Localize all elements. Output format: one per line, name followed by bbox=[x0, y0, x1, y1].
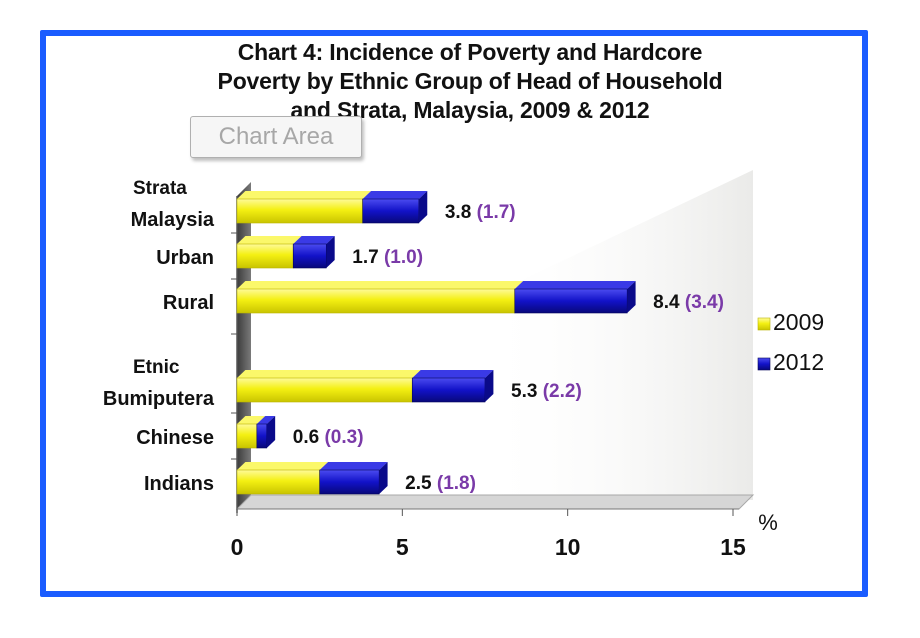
bar-2012-3 bbox=[411, 377, 486, 403]
plot-background-fade bbox=[480, 170, 753, 500]
bar-2012-end-4 bbox=[266, 416, 276, 448]
data-label-3: 5.3 (2.2) bbox=[511, 381, 582, 402]
data-label-2012-3: (2.2) bbox=[543, 381, 582, 402]
data-label-5: 2.5 (1.8) bbox=[405, 473, 476, 494]
category-heading-3: Etnic bbox=[133, 357, 180, 378]
category-label-2: Rural bbox=[163, 292, 214, 314]
data-label-2009-2: 8.4 bbox=[653, 292, 685, 313]
data-label-2012-1: (1.0) bbox=[384, 247, 423, 268]
plot-floor bbox=[235, 494, 755, 510]
x-axis-unit: % bbox=[758, 510, 778, 535]
bar-2012-top-4 bbox=[256, 416, 276, 424]
bar-2009-3 bbox=[236, 377, 413, 403]
x-tick-label-1: 5 bbox=[396, 534, 409, 560]
plot-side-wall bbox=[237, 182, 251, 509]
bar-2012-0 bbox=[362, 198, 420, 224]
data-label-2009-1: 1.7 bbox=[352, 247, 384, 268]
bar-2012-top-1 bbox=[293, 236, 335, 244]
category-label-3: Bumiputera bbox=[103, 388, 215, 410]
bar-2012-top-0 bbox=[362, 191, 428, 199]
data-label-2009-4: 0.6 bbox=[293, 427, 325, 448]
bar-2012-2 bbox=[514, 288, 628, 314]
chart-area-tooltip: Chart Area bbox=[190, 116, 362, 158]
bar-2012-end-3 bbox=[485, 370, 494, 402]
bar-2009-top-2 bbox=[237, 281, 524, 289]
bar-2012-top-3 bbox=[412, 370, 494, 378]
bar-2012-5 bbox=[319, 469, 380, 495]
data-label-2009-0: 3.8 bbox=[445, 202, 477, 223]
bar-2009-0 bbox=[236, 198, 363, 224]
bar-2012-4 bbox=[256, 423, 268, 449]
x-tick-label-3: 15 bbox=[720, 534, 746, 560]
bar-2012-end-0 bbox=[418, 191, 428, 223]
x-tick-label-2: 10 bbox=[555, 534, 581, 560]
bar-2012-end-1 bbox=[326, 236, 335, 268]
bar-2009-top-1 bbox=[237, 236, 302, 244]
legend-swatch-2012 bbox=[757, 357, 771, 371]
data-label-2012-0: (1.7) bbox=[477, 202, 516, 223]
legend-swatch-2009 bbox=[757, 317, 771, 331]
category-label-0: Malaysia bbox=[131, 209, 215, 231]
category-label-4: Chinese bbox=[136, 427, 214, 449]
data-label-2012-2: (3.4) bbox=[685, 292, 724, 313]
data-label-2009-5: 2.5 bbox=[405, 473, 437, 494]
bar-2009-1 bbox=[236, 243, 294, 269]
data-label-0: 3.8 (1.7) bbox=[445, 202, 516, 223]
data-label-1: 1.7 (1.0) bbox=[352, 247, 423, 268]
legend-label-2012: 2012 bbox=[773, 349, 824, 375]
bar-2009-top-4 bbox=[237, 416, 266, 424]
bar-2009-top-5 bbox=[237, 462, 329, 470]
category-label-5: Indians bbox=[144, 473, 214, 495]
chart-title-line-2: Poverty by Ethnic Group of Head of House… bbox=[217, 68, 723, 94]
data-label-2: 8.4 (3.4) bbox=[653, 292, 724, 313]
data-label-4: 0.6 (0.3) bbox=[293, 427, 364, 448]
bar-2012-top-5 bbox=[319, 462, 388, 470]
x-tick-label-0: 0 bbox=[231, 534, 244, 560]
bar-2012-end-2 bbox=[627, 281, 636, 313]
bar-2009-top-0 bbox=[237, 191, 372, 199]
category-heading-0: Strata bbox=[133, 178, 187, 199]
bar-2009-top-3 bbox=[237, 370, 421, 378]
legend-label-2009: 2009 bbox=[773, 309, 824, 335]
bar-2009-5 bbox=[236, 469, 320, 495]
chart-title-line-1: Chart 4: Incidence of Poverty and Hardco… bbox=[237, 39, 703, 65]
data-label-2012-4: (0.3) bbox=[324, 427, 363, 448]
bar-2012-top-2 bbox=[514, 281, 636, 289]
bar-2009-4 bbox=[236, 423, 258, 449]
bar-2012-1 bbox=[292, 243, 327, 269]
category-label-1: Urban bbox=[156, 247, 214, 269]
data-label-2009-3: 5.3 bbox=[511, 381, 543, 402]
data-label-2012-5: (1.8) bbox=[437, 473, 476, 494]
bar-2012-end-5 bbox=[379, 462, 388, 494]
bar-2009-2 bbox=[236, 288, 516, 314]
